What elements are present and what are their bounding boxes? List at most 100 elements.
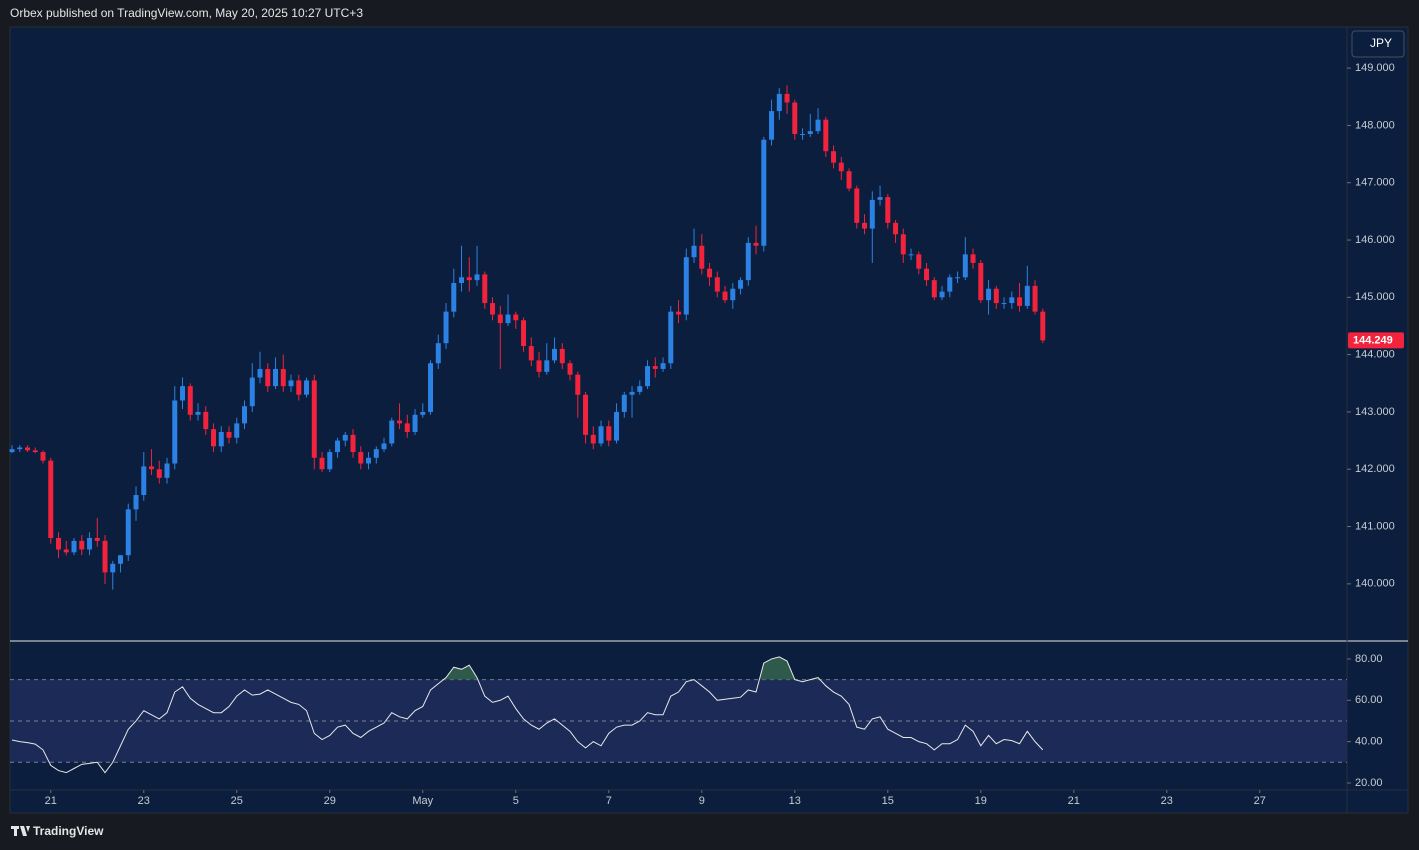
candle-body xyxy=(528,346,534,361)
candle-body xyxy=(815,119,821,132)
logo-part xyxy=(26,826,30,832)
candle-body xyxy=(319,457,325,470)
candle-body xyxy=(211,429,217,447)
y-tick-label: 146.000 xyxy=(1355,234,1395,246)
candle-body xyxy=(567,363,573,375)
candle-body xyxy=(133,495,139,510)
candle-body xyxy=(676,311,682,315)
candle-body xyxy=(25,447,31,451)
candle-body xyxy=(738,280,744,289)
candle-body xyxy=(962,254,968,278)
x-tick-label: 27 xyxy=(1254,795,1266,807)
candle-body xyxy=(986,288,992,301)
candle-body xyxy=(939,291,945,298)
x-tick-label: May xyxy=(412,795,433,807)
candle-body xyxy=(1001,303,1007,305)
candle-body xyxy=(637,386,643,392)
x-tick-label: 5 xyxy=(513,795,519,807)
candle-body xyxy=(800,134,806,136)
y-tick-label: 40.00 xyxy=(1355,736,1383,748)
candle-body xyxy=(1024,285,1030,306)
candle-body xyxy=(482,274,488,304)
candle-body xyxy=(1040,311,1046,341)
last-price-label: 144.249 xyxy=(1353,334,1393,346)
candle-body xyxy=(831,151,837,163)
candle-body xyxy=(9,449,15,453)
candle-body xyxy=(249,377,255,407)
y-tick-label: 144.000 xyxy=(1355,349,1395,361)
candle-body xyxy=(366,457,372,464)
candle-body xyxy=(125,509,131,556)
candle-body xyxy=(218,431,224,447)
candle-body xyxy=(94,538,100,541)
candle-body xyxy=(466,277,472,281)
candle-body xyxy=(699,245,705,269)
candle-body xyxy=(652,366,658,369)
x-tick-label: 13 xyxy=(789,795,801,807)
y-tick-label: 147.000 xyxy=(1355,177,1395,189)
candle-body xyxy=(908,254,914,256)
candle-body xyxy=(195,411,201,415)
candle-body xyxy=(590,434,596,444)
candle-body xyxy=(412,414,418,432)
y-tick-label: 141.000 xyxy=(1355,520,1395,532)
candle-body xyxy=(48,460,54,538)
candle-body xyxy=(149,466,155,470)
candle-body xyxy=(420,411,426,415)
candle-body xyxy=(1009,297,1015,304)
candle-body xyxy=(505,314,511,324)
candle-body xyxy=(947,277,953,292)
candle-body xyxy=(722,291,728,301)
candle-body xyxy=(714,277,720,292)
candle-body xyxy=(497,314,503,324)
x-tick-label: 15 xyxy=(882,795,894,807)
candle-body xyxy=(823,119,829,152)
brand-name: TradingView xyxy=(33,824,104,838)
y-tick-label: 20.00 xyxy=(1355,777,1383,789)
x-tick-label: 29 xyxy=(324,795,336,807)
candle-body xyxy=(102,540,108,573)
candle-body xyxy=(389,420,395,444)
y-tick-label: 60.00 xyxy=(1355,694,1383,706)
y-tick-label: 140.000 xyxy=(1355,578,1395,590)
candle-body xyxy=(443,311,449,344)
candle-body xyxy=(924,268,930,281)
candle-body xyxy=(614,411,620,441)
candle-body xyxy=(71,540,77,553)
candle-body xyxy=(621,394,627,412)
candle-body xyxy=(544,360,550,372)
candle-body xyxy=(257,368,263,378)
candle-body xyxy=(660,363,666,369)
currency-button[interactable] xyxy=(1351,30,1405,58)
candle-body xyxy=(381,443,387,450)
x-tick-label: 23 xyxy=(1161,795,1173,807)
candle-body xyxy=(304,380,310,395)
currency-label: JPY xyxy=(1370,36,1392,50)
candle-body xyxy=(40,452,46,461)
candle-body xyxy=(598,426,604,444)
brand-logo xyxy=(11,826,30,836)
candle-body xyxy=(691,245,697,258)
candle-body xyxy=(769,111,775,140)
candle-body xyxy=(931,280,937,298)
x-tick-label: 9 xyxy=(699,795,705,807)
candle-body xyxy=(164,463,170,478)
candle-body xyxy=(397,420,403,424)
candle-body xyxy=(342,434,348,441)
candle-body xyxy=(172,400,178,464)
candle-body xyxy=(288,380,294,387)
candle-body xyxy=(17,447,23,450)
x-tick-label: 7 xyxy=(606,795,612,807)
candle-body xyxy=(1032,285,1038,312)
candle-body xyxy=(877,197,883,200)
candle-body xyxy=(978,262,984,301)
candle-body xyxy=(79,540,85,550)
candle-body xyxy=(428,363,434,412)
y-tick-label: 145.000 xyxy=(1355,291,1395,303)
candle-body xyxy=(893,222,899,235)
candle-body xyxy=(885,197,891,223)
candle-body xyxy=(854,188,860,223)
candle-body xyxy=(761,139,767,246)
candle-body xyxy=(838,162,844,172)
candle-body xyxy=(273,368,279,387)
